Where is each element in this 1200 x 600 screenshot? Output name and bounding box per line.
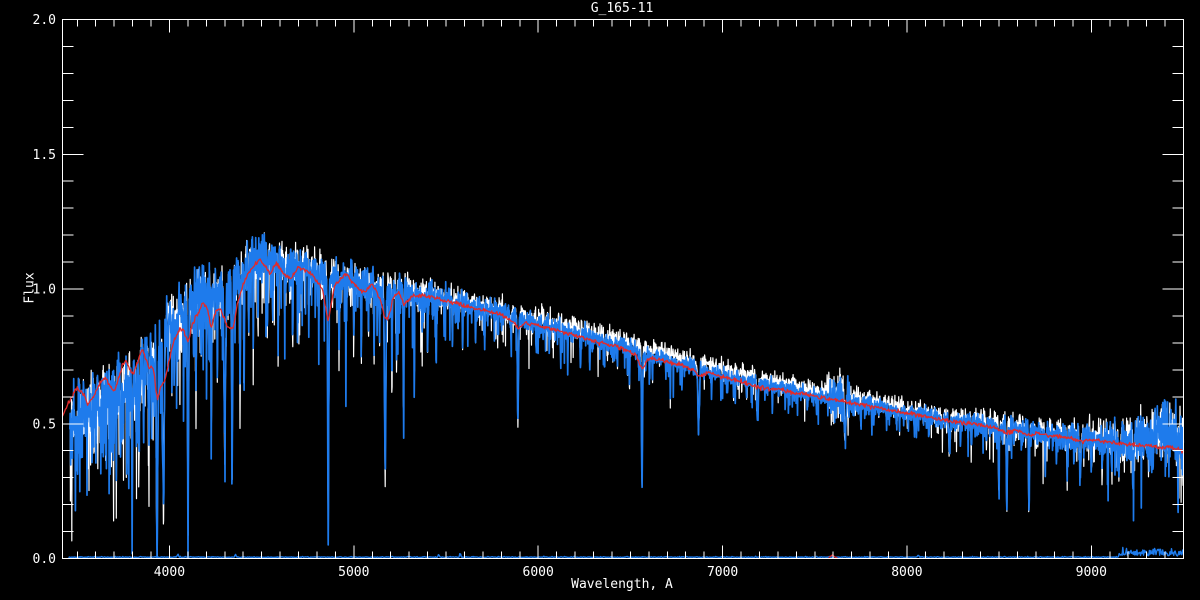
y-tick-label: 2.0 xyxy=(33,13,56,28)
x-tick-label: 5000 xyxy=(338,565,369,580)
x-tick-label: 7000 xyxy=(707,565,738,580)
x-tick-label: 6000 xyxy=(523,565,554,580)
x-tick-label: 8000 xyxy=(891,565,922,580)
axes xyxy=(62,19,1184,559)
y-tick-label: 1.5 xyxy=(33,148,56,163)
x-tick-label: 4000 xyxy=(154,565,185,580)
template-fit-line xyxy=(61,258,1185,454)
y-tick-label: 0.0 xyxy=(33,552,56,567)
y-axis-title: Flux xyxy=(22,272,38,304)
noise-baseline-line xyxy=(68,546,1185,559)
x-axis-title: Wavelength, A xyxy=(571,577,673,592)
observed-spectrum-line xyxy=(69,233,1185,559)
y-tick-label: 1.0 xyxy=(33,283,56,298)
plot-title: G_165-11 xyxy=(590,1,654,16)
x-tick-label: 9000 xyxy=(1076,565,1107,580)
y-tick-label: 0.5 xyxy=(33,417,56,432)
